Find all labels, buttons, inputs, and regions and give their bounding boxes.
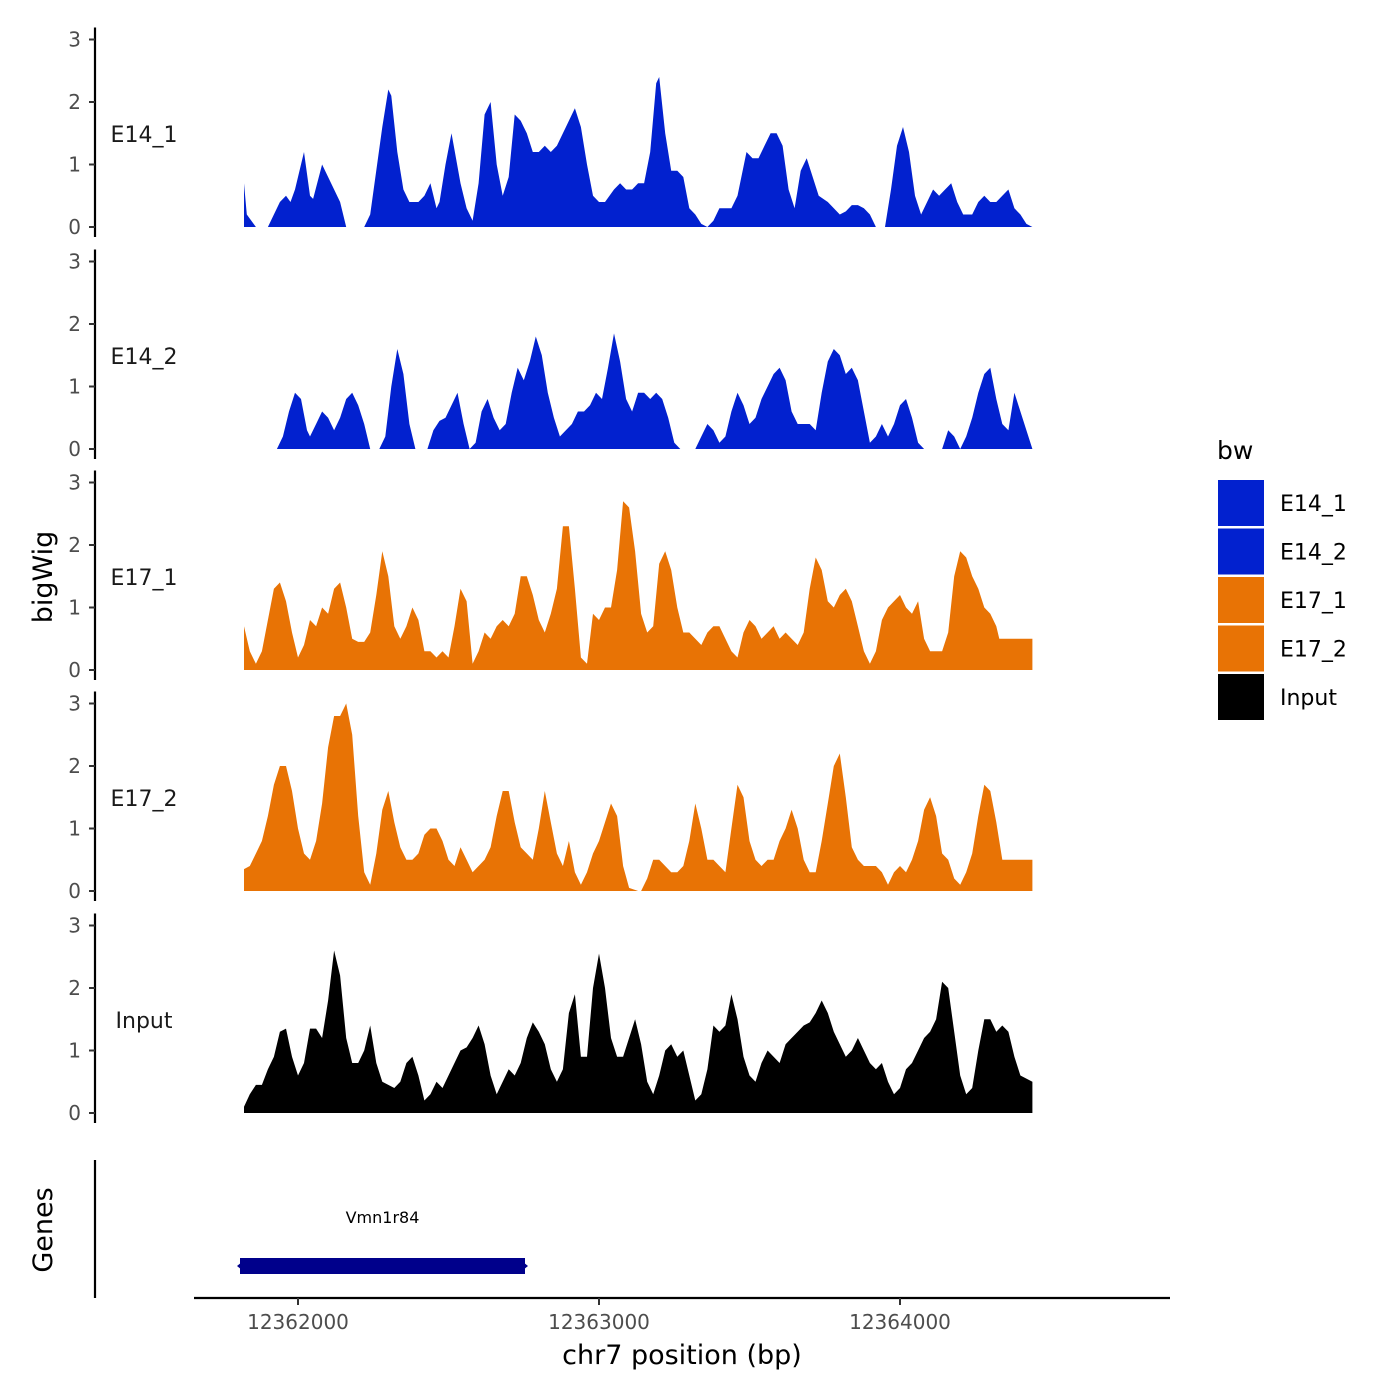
- gene-bar: [240, 1258, 525, 1274]
- y-tick-label: 3: [68, 471, 81, 495]
- y-tick-label: 2: [68, 312, 81, 336]
- legend-label: Input: [1280, 686, 1337, 711]
- track-label: Input: [116, 1009, 173, 1034]
- y-tick-label: 0: [68, 437, 81, 461]
- track-Input: 0 1 2 3 Input: [68, 913, 1033, 1125]
- legend-swatch: [1218, 528, 1264, 575]
- y-tick-label: 3: [68, 914, 81, 938]
- y-tick-label: 0: [68, 879, 81, 903]
- gene-label: Vmn1r84: [346, 1208, 420, 1227]
- legend: bw E14_1 E14_2 E17_1 E17_2 Input: [1217, 436, 1347, 720]
- area-E14_1: [244, 77, 1033, 227]
- y-tick-label: 2: [68, 976, 81, 1000]
- track-label: E14_1: [111, 123, 178, 148]
- track-label: E17_1: [111, 566, 178, 591]
- x-axis: 12362000 12363000 12364000: [194, 1296, 1170, 1334]
- y-tick-label: 0: [68, 658, 81, 682]
- legend-swatch: [1218, 625, 1264, 672]
- track-label: E14_2: [111, 345, 178, 370]
- y-tick-label: 1: [68, 375, 81, 399]
- x-tick-label: 12364000: [849, 1310, 951, 1334]
- genes-layer: Vmn1r84: [93, 1160, 528, 1298]
- y-tick-label: 0: [68, 215, 81, 239]
- area-E17_1: [244, 501, 1033, 670]
- legend-swatch: [1218, 480, 1264, 526]
- x-tick-label: 12362000: [247, 1310, 349, 1334]
- y-tick-label: 0: [68, 1101, 81, 1125]
- track-E17_1: 0 1 2 3 E17_1: [68, 470, 1033, 682]
- y-tick-label: 3: [68, 692, 81, 716]
- legend-item-E14_2: E14_2: [1218, 528, 1347, 575]
- y-tick-label: 2: [68, 533, 81, 557]
- y-tick-label: 1: [68, 153, 81, 177]
- legend-item-E14_1: E14_1: [1218, 480, 1347, 526]
- area-Input: [244, 950, 1033, 1113]
- legend-title: bw: [1217, 436, 1253, 465]
- y-tick-label: 2: [68, 754, 81, 778]
- track-E14_2: 0 1 2 3 E14_2: [68, 249, 1033, 461]
- y-tick-label: 1: [68, 596, 81, 620]
- legend-label: E17_1: [1280, 589, 1347, 614]
- legend-label: E14_2: [1280, 541, 1347, 566]
- y-axis-title: bigWig: [28, 531, 59, 624]
- area-E17_2: [244, 703, 1033, 891]
- y-tick-label: 2: [68, 90, 81, 114]
- track-E14_1: 0 1 2 3 E14_1: [68, 27, 1033, 239]
- y-tick-label: 3: [68, 250, 81, 274]
- legend-label: E14_1: [1280, 492, 1347, 517]
- tracks-layer: 0 1 2 3 E14_1 0 1 2 3 E14_2 0 1 2 3 E17_1 0 1 2 3 E17_2 0 1 2 3…: [68, 27, 1033, 1125]
- legend-item-E17_2: E17_2: [1218, 625, 1347, 672]
- legend-swatch: [1218, 577, 1264, 623]
- legend-item-Input: Input: [1218, 674, 1337, 720]
- area-E14_2: [276, 333, 1033, 449]
- track-label: E17_2: [111, 787, 178, 812]
- x-axis-title: chr7 position (bp): [562, 1340, 802, 1371]
- legend-swatch: [1218, 674, 1264, 720]
- legend-label: E17_2: [1280, 638, 1347, 663]
- legend-item-E17_1: E17_1: [1218, 577, 1347, 623]
- y-tick-label: 3: [68, 28, 81, 52]
- y-tick-label: 1: [68, 817, 81, 841]
- x-tick-label: 12363000: [548, 1310, 650, 1334]
- genes-axis-title: Genes: [28, 1187, 59, 1272]
- y-tick-label: 1: [68, 1039, 81, 1063]
- track-E17_2: 0 1 2 3 E17_2: [68, 691, 1033, 903]
